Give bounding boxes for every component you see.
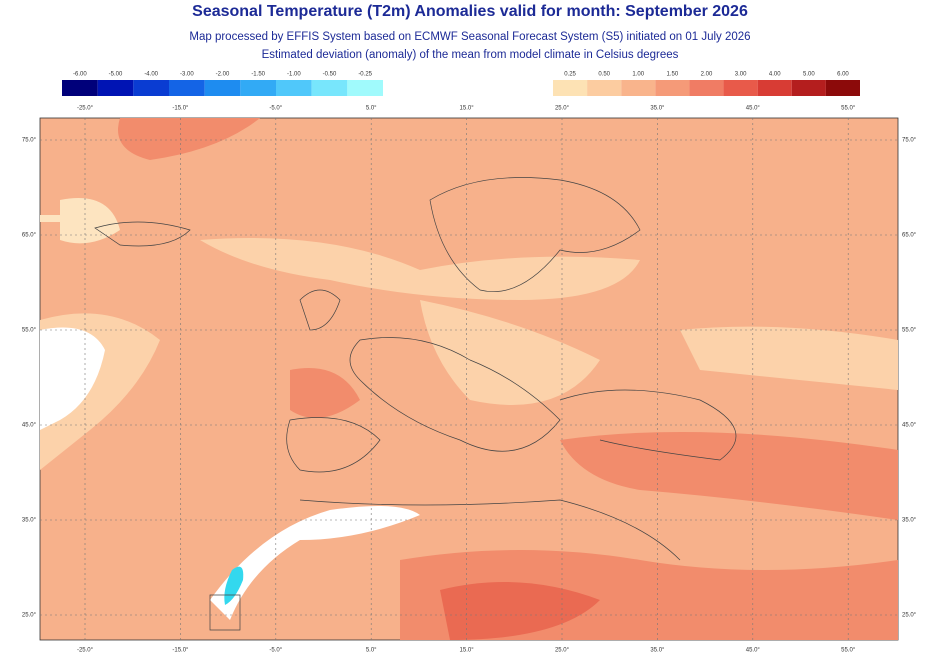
legend-label: 2.00 xyxy=(701,72,713,78)
legend-swatch xyxy=(97,80,134,96)
anomaly-area xyxy=(40,327,105,430)
legend-label: -3.00 xyxy=(180,72,194,78)
legend-swatch xyxy=(276,80,312,96)
legend-swatch xyxy=(689,80,724,96)
legend-label: -0.25 xyxy=(358,72,372,78)
legend-swatch xyxy=(62,80,98,96)
lat-label: 55.0° xyxy=(902,328,917,334)
anomaly-area xyxy=(224,566,244,605)
anomaly-area xyxy=(560,432,898,520)
title: Seasonal Temperature (T2m) Anomalies val… xyxy=(192,3,748,20)
legend-label: -1.50 xyxy=(251,72,265,78)
lat-label: 55.0° xyxy=(22,328,37,334)
anomaly-area xyxy=(40,198,120,244)
legend-swatch xyxy=(204,80,241,96)
coastline xyxy=(209,594,241,631)
legend-swatch xyxy=(347,80,383,96)
lon-label: -25.0° xyxy=(77,106,94,112)
lon-label: 25.0° xyxy=(555,648,570,654)
legend-label: -5.00 xyxy=(109,72,123,78)
lat-label: 25.0° xyxy=(902,613,917,619)
lat-label: 45.0° xyxy=(902,423,917,429)
legend-swatch xyxy=(655,80,690,96)
lat-label: 35.0° xyxy=(22,518,37,524)
legend-label: 5.00 xyxy=(803,72,815,78)
legend-label: 6.00 xyxy=(837,72,849,78)
anomaly-area xyxy=(440,582,600,640)
lon-label: 45.0° xyxy=(746,648,761,654)
lat-label: 65.0° xyxy=(22,233,37,239)
legend-label: 0.50 xyxy=(598,72,610,78)
lon-label: 15.0° xyxy=(460,106,475,112)
legend-swatch xyxy=(311,80,348,96)
lon-label: -15.0° xyxy=(172,106,189,112)
subtitle: Estimated deviation (anomaly) of the mea… xyxy=(262,49,679,61)
legend-swatch xyxy=(169,80,205,96)
anomaly-area xyxy=(200,238,640,300)
legend-swatch xyxy=(553,80,588,96)
lon-label: -5.0° xyxy=(269,648,282,654)
lat-label: 45.0° xyxy=(22,423,37,429)
lat-label: 35.0° xyxy=(902,518,917,524)
map xyxy=(39,117,899,641)
legend-label: -4.00 xyxy=(144,72,158,78)
legend-swatch xyxy=(240,80,276,96)
lon-label: -5.0° xyxy=(269,106,282,112)
lon-label: 5.0° xyxy=(366,648,377,654)
lon-label: 15.0° xyxy=(460,648,475,654)
coastline xyxy=(286,177,737,561)
lon-label: 35.0° xyxy=(650,106,665,112)
anomaly-area xyxy=(420,300,600,405)
lat-label: 25.0° xyxy=(22,613,37,619)
legend-swatch xyxy=(587,80,622,96)
lon-label: 5.0° xyxy=(366,106,377,112)
anomaly-area xyxy=(118,118,260,160)
lon-label: -25.0° xyxy=(77,648,94,654)
subtitle: Map processed by EFFIS System based on E… xyxy=(189,31,750,43)
lon-label: 35.0° xyxy=(650,648,665,654)
legend-label: 0.25 xyxy=(564,72,576,78)
legend-label: 1.00 xyxy=(632,72,644,78)
lat-label: 65.0° xyxy=(902,233,917,239)
lon-label: 45.0° xyxy=(746,106,761,112)
lon-label: -15.0° xyxy=(172,648,189,654)
legend-swatch xyxy=(133,80,169,96)
lon-label: 55.0° xyxy=(841,648,856,654)
legend-swatch xyxy=(825,80,860,96)
legend-swatch xyxy=(757,80,792,96)
lon-label: 25.0° xyxy=(555,106,570,112)
lon-label: 55.0° xyxy=(841,106,856,112)
legend-label: 1.50 xyxy=(667,72,679,78)
legend-label: 4.00 xyxy=(769,72,781,78)
legend-label: -6.00 xyxy=(73,72,87,78)
coastline xyxy=(94,221,191,247)
legend-swatch xyxy=(621,80,656,96)
lat-label: 75.0° xyxy=(902,138,917,144)
anomaly-area xyxy=(290,368,360,418)
legend-label: -2.00 xyxy=(216,72,230,78)
anomaly-area xyxy=(680,326,898,390)
legend-swatch xyxy=(791,80,826,96)
anomaly-area xyxy=(210,506,420,620)
legend-label: -1.00 xyxy=(287,72,301,78)
legend-swatch xyxy=(723,80,758,96)
legend-label: -0.50 xyxy=(323,72,337,78)
lat-label: 75.0° xyxy=(22,138,37,144)
legend-label: 3.00 xyxy=(735,72,747,78)
